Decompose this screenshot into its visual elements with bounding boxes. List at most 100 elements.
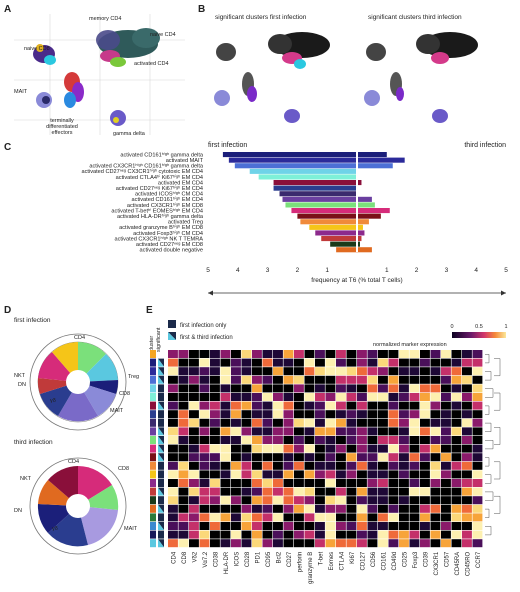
heatmap-cell	[378, 487, 388, 496]
colorbar-tick-1: 1	[504, 324, 507, 330]
heatmap-cell	[241, 384, 252, 393]
marker-label: Ki67	[350, 551, 356, 564]
heatmap-cell	[252, 358, 262, 367]
heatmap-cell	[399, 453, 409, 462]
heatmap-cell	[399, 418, 409, 427]
panel-c: C first infection third infection activa…	[4, 142, 508, 296]
heatmap-cell	[178, 479, 189, 487]
significant-both-cell-b	[158, 522, 164, 530]
heatmap-cell	[283, 436, 294, 444]
heatmap-cell	[441, 375, 451, 384]
heatmap-cell	[420, 436, 430, 444]
heatmap-cell	[220, 427, 231, 436]
heatmap-cell	[430, 461, 441, 470]
heatmap-cell	[336, 436, 346, 444]
bar-first-infection	[234, 163, 357, 169]
significant-first-only-cell	[158, 513, 164, 522]
heatmap-cell	[441, 444, 451, 453]
heatmap-cell	[294, 410, 304, 419]
heatmap-cell	[199, 393, 210, 401]
bar-label: activated CX3CR1ʰⁱᵍʰ NK T TEMRA	[114, 234, 203, 242]
bar-label: activated T-betʰⁱ EOMESʰⁱᵍʰ EM CD4	[111, 206, 203, 214]
heatmap-cell	[420, 401, 430, 410]
cluster-color-cell	[150, 375, 156, 384]
heatmap-cell	[409, 444, 420, 453]
cluster-color-cell	[150, 487, 156, 496]
heatmap-cell	[283, 539, 294, 548]
marker-label: CD127	[360, 551, 366, 570]
heatmap-cell	[346, 479, 357, 487]
cluster-color-cell	[150, 539, 156, 548]
heatmap-cell	[399, 367, 409, 376]
heatmap-cell	[283, 384, 294, 393]
heatmap-cell	[189, 427, 199, 436]
heatmap-cell	[210, 444, 220, 453]
heatmap-cell	[399, 487, 409, 496]
heatmap-cell	[220, 436, 231, 444]
heatmap-cell	[336, 393, 346, 401]
heatmap-cell	[409, 358, 420, 367]
legend-first-only-swatch	[168, 320, 176, 328]
heatmap-cell	[472, 401, 483, 410]
heatmap-cell	[472, 410, 483, 419]
heatmap-cell	[262, 461, 273, 470]
heatmap-cell	[357, 367, 367, 376]
heatmap-cell	[430, 367, 441, 376]
heatmap-cell	[220, 358, 231, 367]
heatmap-cell	[378, 358, 388, 367]
heatmap-cell	[420, 367, 430, 376]
heatmap-cell	[462, 522, 472, 530]
heatmap-cell	[241, 375, 252, 384]
heatmap-cell	[168, 427, 178, 436]
dendrogram-branch	[494, 358, 501, 377]
heatmap-cell	[441, 393, 451, 401]
heatmap-cell	[357, 470, 367, 479]
heatmap-cell	[336, 530, 346, 539]
heatmap-cell	[388, 461, 399, 470]
heatmap-cell	[262, 358, 273, 367]
heatmap-cell	[367, 350, 378, 358]
heatmap-cell	[378, 539, 388, 548]
heatmap-cell	[273, 453, 283, 462]
heatmap-cell	[367, 530, 378, 539]
heatmap-cell	[409, 513, 420, 522]
significant-first-only-cell	[158, 410, 164, 419]
heatmap-cell	[168, 461, 178, 470]
pie1-label-dn: DN	[18, 382, 26, 388]
heatmap-cell	[472, 479, 483, 487]
heatmap-cell	[199, 350, 210, 358]
heatmap-cell	[273, 539, 283, 548]
heatmap-cell	[462, 453, 472, 462]
heatmap-cell	[189, 496, 199, 505]
bar-label: activated Foxp3ʰⁱᵍʰ CM CD4	[133, 229, 203, 237]
heatmap-cell	[283, 461, 294, 470]
heatmap-cell	[262, 401, 273, 410]
heatmap-cell	[336, 350, 346, 358]
heatmap-cell	[294, 513, 304, 522]
heatmap-cell	[430, 436, 441, 444]
heatmap-cell	[430, 410, 441, 419]
heatmap-cell	[472, 461, 483, 470]
x-tick-right: 2	[415, 267, 419, 274]
bar-first-infection	[297, 213, 357, 219]
heatmap-cell	[294, 384, 304, 393]
heatmap-cell	[241, 539, 252, 548]
dendrogram-branch	[485, 440, 494, 450]
heatmap-cell	[168, 513, 178, 522]
heatmap-cell	[451, 539, 462, 548]
heatmap-cell	[472, 487, 483, 496]
heatmap-cell	[420, 453, 430, 462]
heatmap-cell	[409, 436, 420, 444]
heatmap-cell	[346, 427, 357, 436]
heatmap-cell	[451, 418, 462, 427]
heatmap-cell	[315, 530, 325, 539]
heatmap-cell	[325, 530, 336, 539]
bar-label: activated CD27ⁿᵉᵍ Ki67ʰⁱᵍʰ EM CD4	[116, 184, 203, 192]
heatmap-cell	[210, 487, 220, 496]
pie2-label-cd8: CD8	[118, 466, 129, 472]
heatmap-cell	[199, 436, 210, 444]
panel-e-letter: E	[146, 305, 153, 316]
heatmap-cell	[262, 427, 273, 436]
panel-d-third-title: third infection	[14, 439, 53, 446]
heatmap-cell	[325, 350, 336, 358]
